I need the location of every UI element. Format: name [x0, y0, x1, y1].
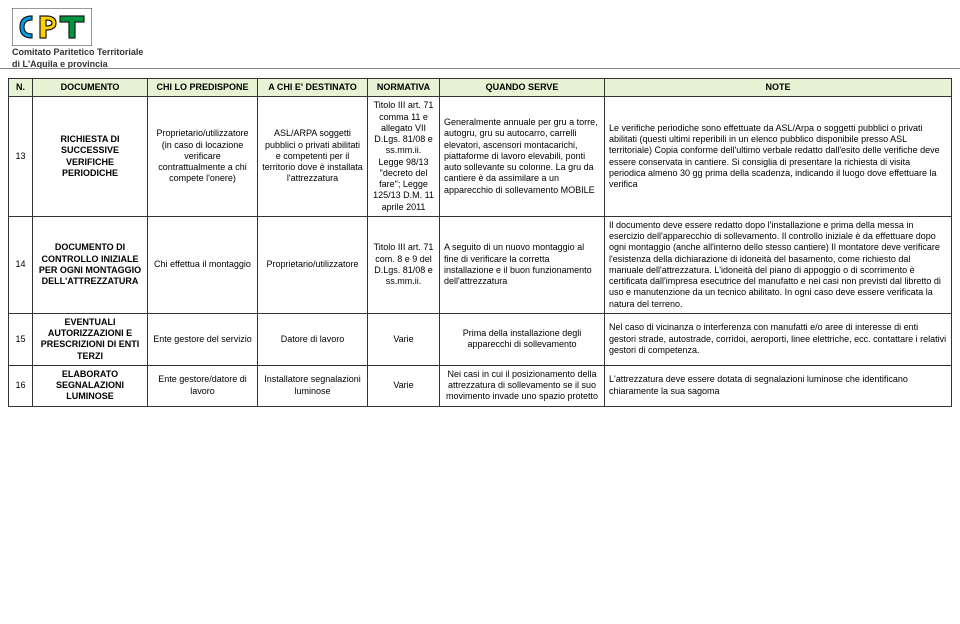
cell-note: Nel caso di vicinanza o interferenza con…: [605, 313, 952, 365]
header-dest: A CHI E' DESTINATO: [258, 79, 368, 97]
cell-norm: Varie: [368, 365, 440, 406]
cell-chi: Ente gestore del servizio: [148, 313, 258, 365]
table-wrapper: N. DOCUMENTO CHI LO PREDISPONE A CHI E' …: [8, 78, 952, 407]
cell-quando: Generalmente annuale per gru a torre, au…: [440, 97, 605, 217]
cell-dest: Datore di lavoro: [258, 313, 368, 365]
table-row: 16 ELABORATO SEGNALAZIONI LUMINOSE Ente …: [9, 365, 952, 406]
cell-quando: A seguito di un nuovo montaggio al fine …: [440, 216, 605, 313]
cell-norm: Titolo III art. 71 com. 8 e 9 del D.Lgs.…: [368, 216, 440, 313]
cell-quando: Prima della installazione degli apparecc…: [440, 313, 605, 365]
cell-chi: Chi effettua il montaggio: [148, 216, 258, 313]
cell-documento: DOCUMENTO DI CONTROLLO INIZIALE PER OGNI…: [33, 216, 148, 313]
cell-documento: EVENTUALI AUTORIZZAZIONI E PRESCRIZIONI …: [33, 313, 148, 365]
logo-area: Comitato Paritetico Territoriale di L'Aq…: [12, 8, 143, 70]
table-header-row: N. DOCUMENTO CHI LO PREDISPONE A CHI E' …: [9, 79, 952, 97]
cell-n: 14: [9, 216, 33, 313]
header-chi: CHI LO PREDISPONE: [148, 79, 258, 97]
documents-table: N. DOCUMENTO CHI LO PREDISPONE A CHI E' …: [8, 78, 952, 407]
cell-note: Le verifiche periodiche sono effettuate …: [605, 97, 952, 217]
table-row: 14 DOCUMENTO DI CONTROLLO INIZIALE PER O…: [9, 216, 952, 313]
cell-note: Il documento deve essere redatto dopo l'…: [605, 216, 952, 313]
cpt-logo: [12, 8, 92, 46]
header-n: N.: [9, 79, 33, 97]
cell-dest: Proprietario/utilizzatore: [258, 216, 368, 313]
header-divider: [0, 68, 960, 69]
header-quando: QUANDO SERVE: [440, 79, 605, 97]
cell-documento: ELABORATO SEGNALAZIONI LUMINOSE: [33, 365, 148, 406]
table-row: 15 EVENTUALI AUTORIZZAZIONI E PRESCRIZIO…: [9, 313, 952, 365]
header-note: NOTE: [605, 79, 952, 97]
cell-documento: RICHIESTA DI SUCCESSIVE VERIFICHE PERIOD…: [33, 97, 148, 217]
cell-dest: Installatore segnalazioni luminose: [258, 365, 368, 406]
cell-n: 15: [9, 313, 33, 365]
table-row: 13 RICHIESTA DI SUCCESSIVE VERIFICHE PER…: [9, 97, 952, 217]
cell-norm: Titolo III art. 71 comma 11 e allegato V…: [368, 97, 440, 217]
cell-chi: Proprietario/utilizzatore (in caso di lo…: [148, 97, 258, 217]
cell-norm: Varie: [368, 313, 440, 365]
org-name-line1: Comitato Paritetico Territoriale: [12, 48, 143, 58]
header-norm: NORMATIVA: [368, 79, 440, 97]
cell-dest: ASL/ARPA soggetti pubblici o privati abi…: [258, 97, 368, 217]
cell-n: 16: [9, 365, 33, 406]
header-documento: DOCUMENTO: [33, 79, 148, 97]
cell-note: L'attrezzatura deve essere dotata di seg…: [605, 365, 952, 406]
cell-chi: Ente gestore/datore di lavoro: [148, 365, 258, 406]
cell-quando: Nei casi in cui il posizionamento della …: [440, 365, 605, 406]
cell-n: 13: [9, 97, 33, 217]
